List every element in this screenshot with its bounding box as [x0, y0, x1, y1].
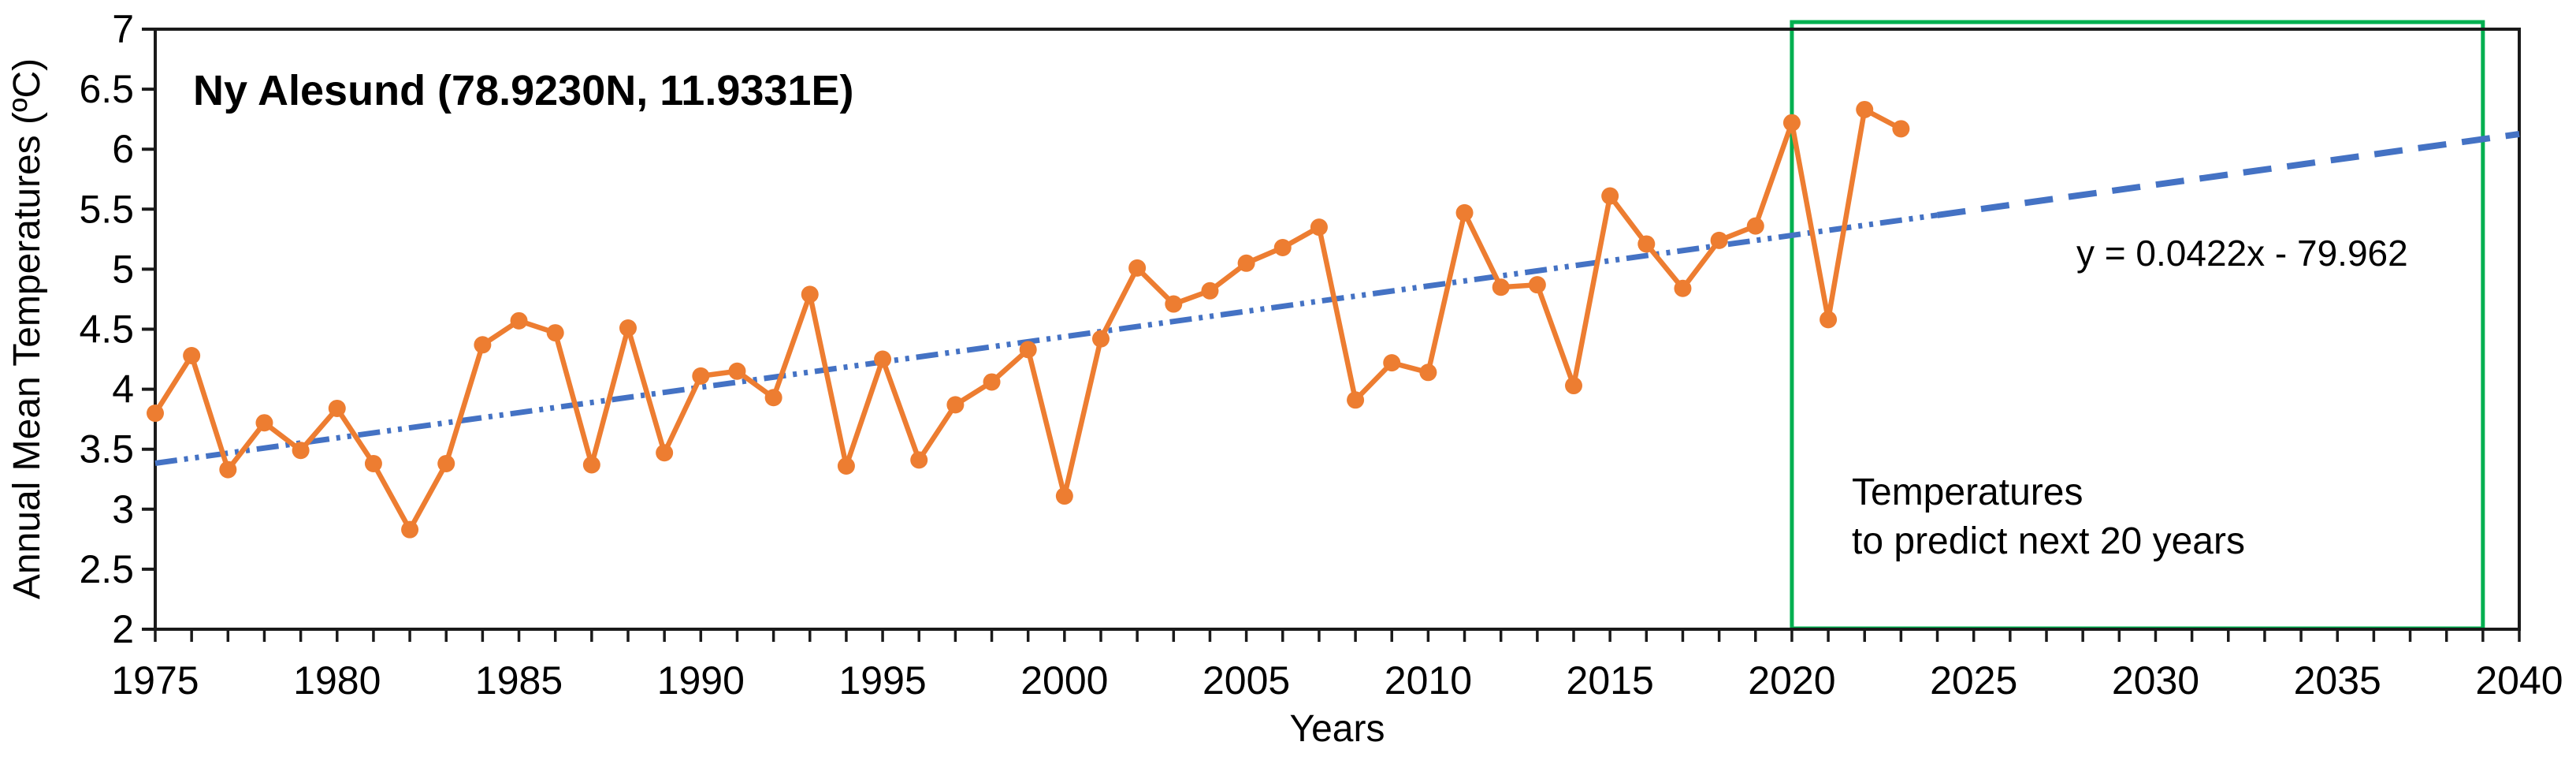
x-tick-label: 2020: [1748, 658, 1835, 703]
data-point-2007: [1310, 218, 1328, 237]
trendline-forecast-segment: [1936, 131, 2520, 218]
y-tick-label: 7: [112, 7, 134, 51]
data-point-2012: [1492, 278, 1510, 296]
y-tick-label: 3: [112, 487, 134, 531]
highlight-annotation-line1: Temperatures: [1852, 472, 2083, 513]
data-point-1984: [474, 336, 492, 354]
data-point-2019: [1746, 217, 1764, 235]
temperature-line: [152, 106, 1904, 532]
y-tick-label: 5: [112, 247, 134, 291]
data-point-1994: [837, 457, 855, 475]
y-tick-label: 3.5: [79, 427, 134, 472]
x-axis-title: Years: [1290, 708, 1385, 750]
data-point-2008: [1347, 391, 1365, 409]
data-point-2005: [1237, 254, 1255, 272]
x-tick-label: 2040: [2475, 658, 2563, 703]
data-point-1992: [764, 389, 782, 407]
data-point-2020: [1782, 114, 1801, 132]
data-point-1997: [946, 396, 965, 414]
data-point-2009: [1383, 354, 1401, 372]
data-point-1980: [328, 399, 346, 417]
data-point-1989: [656, 444, 674, 462]
data-point-1998: [983, 373, 1001, 391]
data-point-1979: [292, 442, 310, 460]
x-tick-label: 2030: [2112, 658, 2199, 703]
data-point-2018: [1710, 231, 1728, 249]
x-tick-label: 2015: [1567, 658, 1654, 703]
x-tick-label: 1995: [838, 658, 926, 703]
x-tick-label: 1975: [111, 658, 199, 703]
data-point-1983: [437, 454, 455, 472]
y-tick-label: 5.5: [79, 187, 134, 231]
y-tick-label: 2.5: [79, 547, 134, 591]
trendline-equation-label: y = 0.0422x - 79.962: [2076, 233, 2408, 274]
data-point-2006: [1273, 239, 1292, 257]
data-point-2017: [1674, 279, 1692, 297]
y-tick-label: 4.5: [79, 308, 134, 352]
x-tick-label: 1985: [475, 658, 563, 703]
data-series-layer: [147, 100, 1910, 539]
data-point-2021: [1820, 311, 1838, 329]
axes-layer: 2 2.5 3 3.5 4 4.5 5 5.5 6 6.5 7 1975 1980 1985 1990 199…: [79, 7, 2563, 703]
y-tick-label: 4: [112, 367, 134, 412]
data-point-2002: [1128, 259, 1147, 277]
x-tick-label: 1980: [293, 658, 381, 703]
x-tick-label: 2005: [1203, 658, 1290, 703]
trendline-fit-segment: [154, 212, 1939, 466]
data-point-1978: [255, 414, 273, 432]
y-tick-label: 6: [112, 127, 134, 171]
data-point-2014: [1565, 377, 1582, 395]
y-tick-label: 2: [112, 607, 134, 651]
data-point-2016: [1637, 235, 1656, 253]
data-point-1982: [401, 520, 419, 539]
data-point-2001: [1092, 330, 1110, 348]
data-point-2010: [1419, 363, 1437, 382]
data-point-2003: [1165, 295, 1183, 313]
data-point-1999: [1019, 341, 1037, 359]
data-point-1975: [147, 405, 164, 423]
data-point-2023: [1892, 120, 1910, 138]
y-axis-title: Annual Mean Temperatures (ºC): [6, 58, 48, 599]
y-tick-label: 6.5: [79, 67, 134, 111]
x-tick-label: 2000: [1020, 658, 1108, 703]
trendline-layer: [154, 131, 2520, 466]
data-point-1988: [619, 319, 637, 337]
data-point-1985: [510, 311, 528, 330]
x-tick-label: 2035: [2294, 658, 2381, 703]
chart-title: Ny Alesund (78.9230N, 11.9331E): [193, 67, 853, 114]
data-point-1990: [692, 367, 710, 385]
data-point-1995: [874, 350, 892, 368]
data-point-1996: [910, 451, 928, 469]
x-tick-label: 1990: [657, 658, 745, 703]
data-point-1977: [219, 460, 237, 479]
data-point-1981: [364, 454, 382, 472]
data-point-2004: [1201, 281, 1219, 300]
x-tick-label: 2010: [1385, 658, 1472, 703]
data-point-1993: [801, 285, 819, 304]
data-point-1986: [546, 324, 564, 342]
data-point-2013: [1528, 276, 1546, 294]
highlight-annotation-line2: to predict next 20 years: [1852, 520, 2245, 562]
x-tick-label: 2025: [1930, 658, 2017, 703]
data-point-2015: [1601, 187, 1619, 205]
data-point-1976: [183, 346, 201, 364]
data-point-1987: [582, 456, 600, 474]
data-point-2011: [1455, 203, 1474, 222]
data-point-2000: [1055, 487, 1073, 505]
data-point-1991: [728, 362, 746, 380]
data-point-2022: [1856, 100, 1874, 118]
